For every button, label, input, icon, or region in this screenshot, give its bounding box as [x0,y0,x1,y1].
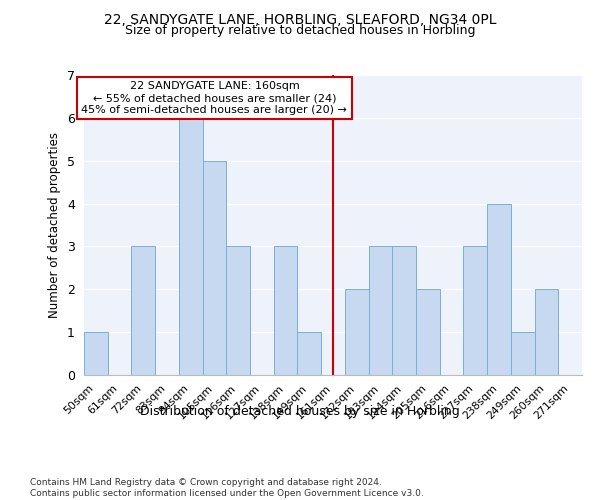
Y-axis label: Number of detached properties: Number of detached properties [49,132,61,318]
Text: Contains HM Land Registry data © Crown copyright and database right 2024.
Contai: Contains HM Land Registry data © Crown c… [30,478,424,498]
Bar [463,246,487,375]
Bar [179,118,203,375]
Text: 22, SANDYGATE LANE, HORBLING, SLEAFORD, NG34 0PL: 22, SANDYGATE LANE, HORBLING, SLEAFORD, … [104,12,496,26]
Bar [226,246,250,375]
Bar [84,332,108,375]
Bar [511,332,535,375]
Bar [131,246,155,375]
Bar [487,204,511,375]
Bar [298,332,321,375]
Text: 22 SANDYGATE LANE: 160sqm
← 55% of detached houses are smaller (24)
45% of semi-: 22 SANDYGATE LANE: 160sqm ← 55% of detac… [82,82,347,114]
Text: Distribution of detached houses by size in Horbling: Distribution of detached houses by size … [140,405,460,418]
Bar [203,160,226,375]
Bar [392,246,416,375]
Bar [274,246,298,375]
Bar [535,290,558,375]
Bar [345,290,368,375]
Text: Size of property relative to detached houses in Horbling: Size of property relative to detached ho… [125,24,475,37]
Bar [368,246,392,375]
Bar [416,290,440,375]
